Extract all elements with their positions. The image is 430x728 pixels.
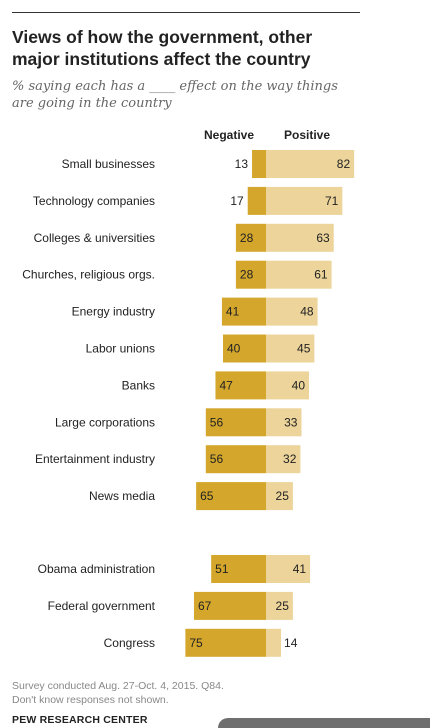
positive-value-energy-industry: 48 <box>300 305 314 319</box>
negative-value-federal-government: 67 <box>198 599 212 613</box>
category-label-congress: Congress <box>104 636 155 650</box>
negative-bar-churches-religious-orgs <box>235 260 266 289</box>
positive-bar-obama-administration <box>266 555 311 583</box>
negative-bar-small-businesses <box>252 150 266 178</box>
positive-bar-federal-government <box>266 591 293 620</box>
category-label-labor-unions: Labor unions <box>86 342 155 356</box>
positive-bar-churches-religious-orgs <box>266 260 332 289</box>
category-label-technology-companies: Technology companies <box>33 194 155 208</box>
category-label-churches-religious-orgs: Churches, religious orgs. <box>22 268 155 282</box>
positive-value-large-corporations: 33 <box>284 415 298 429</box>
negative-value-banks: 47 <box>219 378 233 392</box>
negative-value-labor-unions: 40 <box>227 342 241 356</box>
source-credit: PEW RESEARCH CENTER <box>12 714 148 726</box>
positive-bar-energy-industry <box>266 297 318 326</box>
positive-value-congress: 14 <box>284 636 298 650</box>
negative-bar-news-media <box>196 482 266 511</box>
negative-bar-colleges-universities <box>235 223 266 252</box>
positive-value-federal-government: 25 <box>276 599 290 613</box>
negative-column-header: Negative <box>204 128 255 142</box>
positive-bar-labor-unions <box>266 334 315 363</box>
negative-value-colleges-universities: 28 <box>240 231 254 245</box>
positive-bar-congress <box>266 628 282 657</box>
negative-value-technology-companies: 17 <box>230 194 244 208</box>
category-label-banks: Banks <box>122 378 155 392</box>
negative-bar-congress <box>185 628 266 657</box>
top-rule <box>12 12 360 13</box>
positive-value-churches-religious-orgs: 61 <box>314 268 328 282</box>
negative-value-churches-religious-orgs: 28 <box>240 268 254 282</box>
positive-value-colleges-universities: 63 <box>316 231 330 245</box>
negative-value-entertainment-industry: 56 <box>210 452 224 466</box>
positive-value-small-businesses: 82 <box>337 157 351 171</box>
dont-know-note: Don't know responses not shown. <box>12 694 169 706</box>
positive-bar-small-businesses <box>266 150 355 178</box>
category-label-federal-government: Federal government <box>48 599 156 613</box>
category-label-small-businesses: Small businesses <box>62 157 155 171</box>
negative-bar-obama-administration <box>211 555 266 583</box>
positive-value-entertainment-industry: 32 <box>283 452 297 466</box>
negative-bar-banks <box>215 371 266 400</box>
negative-bar-labor-unions <box>223 334 266 363</box>
chart-title: Views of how the government, other major… <box>12 27 313 69</box>
positive-bar-news-media <box>266 482 293 511</box>
positive-bar-banks <box>266 371 309 400</box>
category-label-large-corporations: Large corporations <box>55 415 155 429</box>
chart-subtitle: % saying each has a ____ effect on the w… <box>12 79 338 111</box>
positive-value-labor-unions: 45 <box>297 342 311 356</box>
positive-bar-entertainment-industry <box>266 445 301 474</box>
positive-value-banks: 40 <box>292 378 306 392</box>
negative-value-obama-administration: 51 <box>215 562 229 576</box>
category-label-news-media: News media <box>89 489 155 503</box>
category-label-colleges-universities: Colleges & universities <box>34 231 155 245</box>
category-label-energy-industry: Energy industry <box>72 305 155 319</box>
positive-bar-colleges-universities <box>266 223 334 252</box>
positive-column-header: Positive <box>284 128 331 142</box>
negative-bar-large-corporations <box>205 408 266 437</box>
corner-overlay <box>218 718 430 728</box>
negative-value-large-corporations: 56 <box>210 415 224 429</box>
positive-bar-technology-companies <box>266 186 343 215</box>
bar-chart: Small businesses 13 82 Technology companies… <box>22 150 355 657</box>
survey-note: Survey conducted Aug. 27-Oct. 4, 2015. Q… <box>12 680 224 692</box>
negative-bar-entertainment-industry <box>205 445 266 474</box>
category-label-entertainment-industry: Entertainment industry <box>35 452 155 466</box>
category-label-obama-administration: Obama administration <box>38 562 155 576</box>
positive-value-obama-administration: 41 <box>293 562 307 576</box>
negative-bar-energy-industry <box>221 297 266 326</box>
positive-value-technology-companies: 71 <box>325 194 339 208</box>
positive-value-news-media: 25 <box>276 489 290 503</box>
negative-bar-federal-government <box>193 591 266 620</box>
negative-bar-technology-companies <box>247 186 266 215</box>
positive-bar-large-corporations <box>266 408 302 437</box>
negative-value-energy-industry: 41 <box>226 305 240 319</box>
negative-value-small-businesses: 13 <box>235 157 249 171</box>
negative-value-congress: 75 <box>189 636 203 650</box>
negative-value-news-media: 65 <box>200 489 214 503</box>
